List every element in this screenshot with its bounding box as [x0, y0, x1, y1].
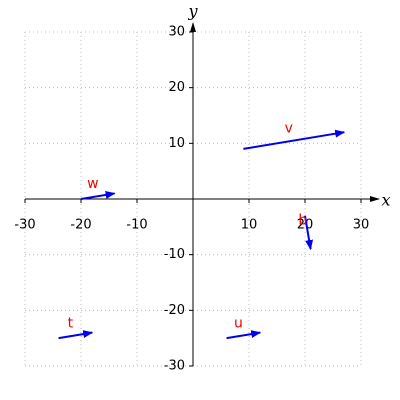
- vector-label: w: [87, 176, 98, 192]
- y-tick-label: 30: [168, 25, 185, 40]
- y-tick-label: 20: [168, 80, 185, 95]
- vector-arrow: [226, 330, 262, 340]
- y-tick-label: -20: [164, 303, 185, 318]
- vector-arrow: [243, 129, 346, 150]
- vector-label: b: [298, 212, 307, 228]
- x-tick-label: -10: [126, 218, 147, 233]
- y-tick-label: 10: [168, 136, 185, 151]
- x-tick-label: -20: [70, 218, 91, 233]
- x-tick-label: 20: [297, 218, 314, 233]
- y-axis-label: y: [187, 2, 198, 21]
- vector-arrow: [58, 330, 94, 340]
- x-tick-label: 30: [353, 218, 370, 233]
- vector-label: v: [285, 121, 293, 137]
- y-tick-label: -30: [164, 359, 185, 374]
- vectors: v w t u b: [58, 121, 346, 340]
- vector-arrow: [304, 215, 314, 251]
- vector-arrow: [80, 190, 116, 200]
- vector-label: u: [234, 315, 243, 331]
- x-tick-label: 10: [241, 218, 258, 233]
- y-tick-label: -10: [164, 247, 185, 262]
- x-tick-label: -30: [14, 218, 35, 233]
- axes: -30 -20 -10 10 20 30 -30 -20 -10 10 20 30 x y: [14, 2, 390, 374]
- vector-label: t: [68, 315, 74, 331]
- x-axis-label: x: [381, 191, 390, 210]
